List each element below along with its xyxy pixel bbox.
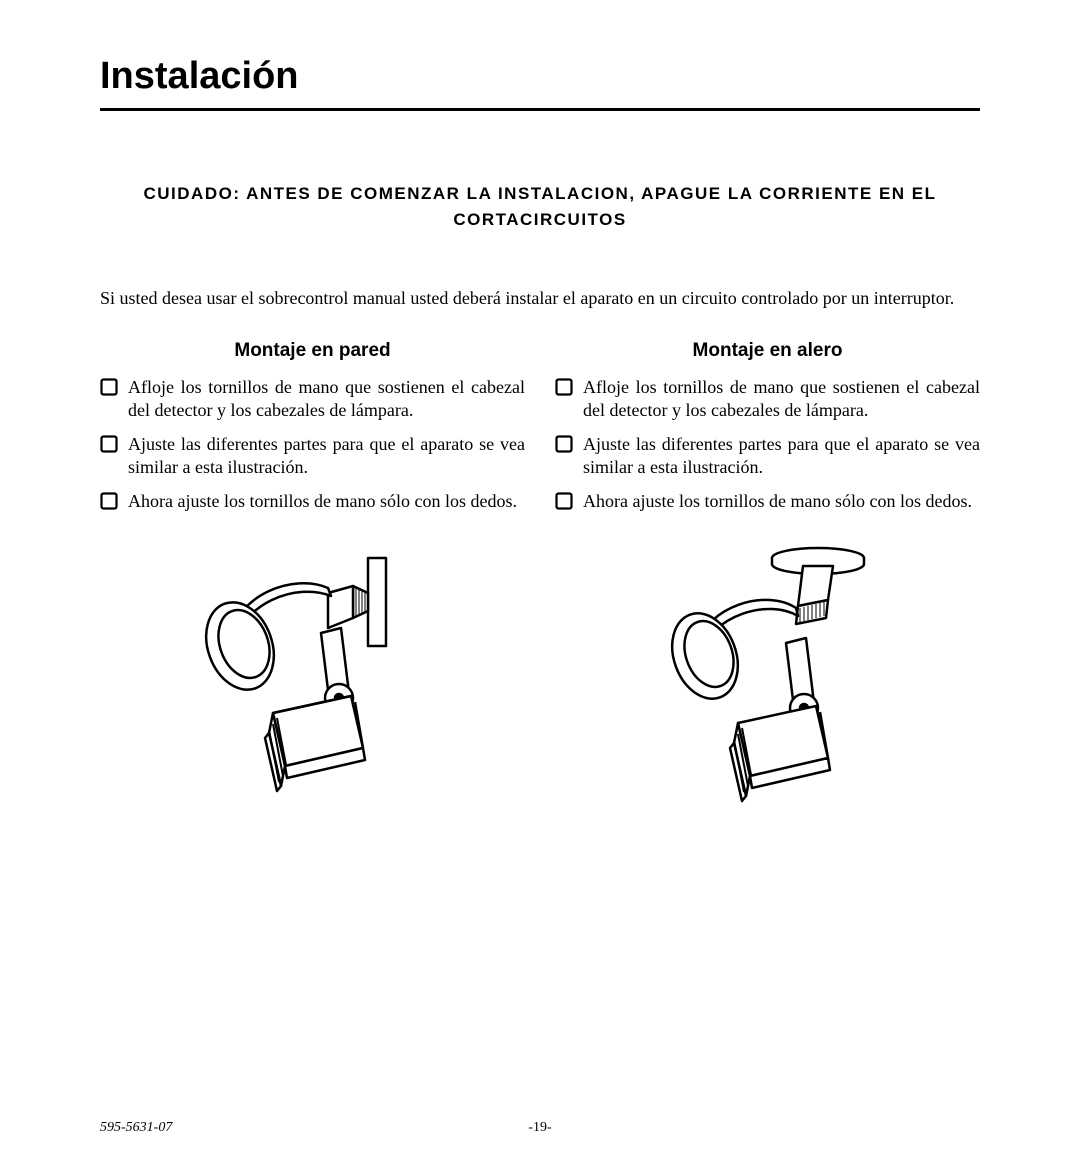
warning-line-2: CORTACIRCUITOS bbox=[100, 207, 980, 233]
columns-container: Montaje en pared Afloje los tornillos de… bbox=[100, 340, 980, 848]
document-number: 595-5631-07 bbox=[100, 1120, 172, 1136]
checkbox-icon bbox=[100, 435, 118, 453]
list-item-text: Ahora ajuste los tornillos de mano sólo … bbox=[128, 490, 525, 513]
list-item: Ajuste las diferentes partes para que el… bbox=[100, 433, 525, 478]
right-heading: Montaje en alero bbox=[555, 340, 980, 362]
left-checklist: Afloje los tornillos de mano que sostien… bbox=[100, 376, 525, 513]
checkbox-icon bbox=[555, 378, 573, 396]
page-title: Instalación bbox=[100, 55, 980, 98]
list-item: Afloje los tornillos de mano que sostien… bbox=[555, 376, 980, 421]
list-item: Ahora ajuste los tornillos de mano sólo … bbox=[100, 490, 525, 513]
eave-mount-diagram bbox=[555, 538, 980, 848]
intro-paragraph: Si usted desea usar el sobrecontrol manu… bbox=[100, 287, 980, 310]
list-item-text: Ahora ajuste los tornillos de mano sólo … bbox=[583, 490, 980, 513]
title-rule bbox=[100, 108, 980, 111]
left-column: Montaje en pared Afloje los tornillos de… bbox=[100, 340, 525, 848]
list-item-text: Afloje los tornillos de mano que sostien… bbox=[128, 376, 525, 421]
checkbox-icon bbox=[555, 435, 573, 453]
left-heading: Montaje en pared bbox=[100, 340, 525, 362]
page-footer: 595-5631-07 -19- bbox=[100, 1120, 980, 1136]
list-item: Ahora ajuste los tornillos de mano sólo … bbox=[555, 490, 980, 513]
page-number: -19- bbox=[528, 1120, 551, 1136]
wall-mount-diagram bbox=[100, 538, 525, 838]
warning-block: CUIDADO: ANTES DE COMENZAR LA INSTALACIO… bbox=[100, 181, 980, 232]
list-item-text: Afloje los tornillos de mano que sostien… bbox=[583, 376, 980, 421]
list-item-text: Ajuste las diferentes partes para que el… bbox=[583, 433, 980, 478]
checkbox-icon bbox=[100, 378, 118, 396]
list-item: Afloje los tornillos de mano que sostien… bbox=[100, 376, 525, 421]
right-checklist: Afloje los tornillos de mano que sostien… bbox=[555, 376, 980, 513]
right-column: Montaje en alero Afloje los tornillos de… bbox=[555, 340, 980, 848]
checkbox-icon bbox=[100, 492, 118, 510]
list-item: Ajuste las diferentes partes para que el… bbox=[555, 433, 980, 478]
warning-line-1: CUIDADO: ANTES DE COMENZAR LA INSTALACIO… bbox=[100, 181, 980, 207]
list-item-text: Ajuste las diferentes partes para que el… bbox=[128, 433, 525, 478]
checkbox-icon bbox=[555, 492, 573, 510]
